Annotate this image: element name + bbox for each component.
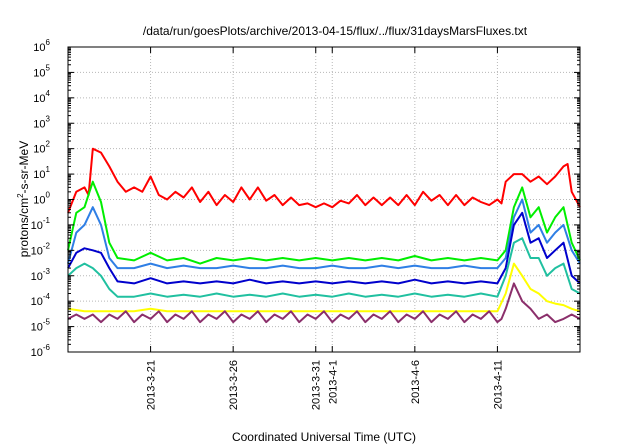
y-tick-label: 104 <box>33 89 50 105</box>
grid <box>68 47 580 352</box>
chart-title: /data/run/goesPlots/archive/2013-04-15/f… <box>143 24 528 38</box>
x-tick-label: 2013-4-1 <box>327 360 339 404</box>
series-line-3 <box>67 198 581 270</box>
x-axis-label: Coordinated Universal Time (UTC) <box>232 430 416 444</box>
series-line-2 <box>67 180 581 265</box>
x-tick-label: 2013-3-31 <box>311 360 323 410</box>
y-tick-label: 10-3 <box>31 267 51 283</box>
y-tick-label: 10-2 <box>31 241 51 257</box>
y-tick-label: 106 <box>33 38 50 54</box>
series-line-4 <box>67 211 581 285</box>
series-line-5 <box>67 237 581 298</box>
x-tick-label: 2013-4-6 <box>410 360 422 404</box>
x-tick-label: 2013-3-26 <box>228 360 240 410</box>
y-tick-label: 10-5 <box>31 318 51 334</box>
y-axis: 106 105 104 103 102 101 100 10-1 10-2 10-3 10-4 10-… <box>31 38 580 359</box>
y-tick-label: 102 <box>33 140 50 156</box>
series-line-7 <box>67 282 581 324</box>
y-tick-label: 10-1 <box>31 216 51 232</box>
series-line-6 <box>67 262 581 313</box>
y-axis-label: protons/cm2-s-sr-MeV <box>16 141 31 257</box>
y-tick-label: 100 <box>33 191 50 207</box>
series-group <box>67 147 581 324</box>
y-tick-label: 103 <box>33 114 50 130</box>
y-tick-label: 10-4 <box>31 292 51 308</box>
y-tick-label: 101 <box>33 165 50 181</box>
series-line-1 <box>67 147 581 214</box>
x-axis: 2013-3-21 2013-3-26 2013-3-31 2013-4-1 2013-… <box>146 47 504 410</box>
x-tick-label: 2013-3-21 <box>146 360 158 410</box>
x-tick-label: 2013-4-11 <box>492 360 504 409</box>
y-tick-label: 105 <box>33 63 50 79</box>
y-tick-label: 10-6 <box>31 343 51 359</box>
